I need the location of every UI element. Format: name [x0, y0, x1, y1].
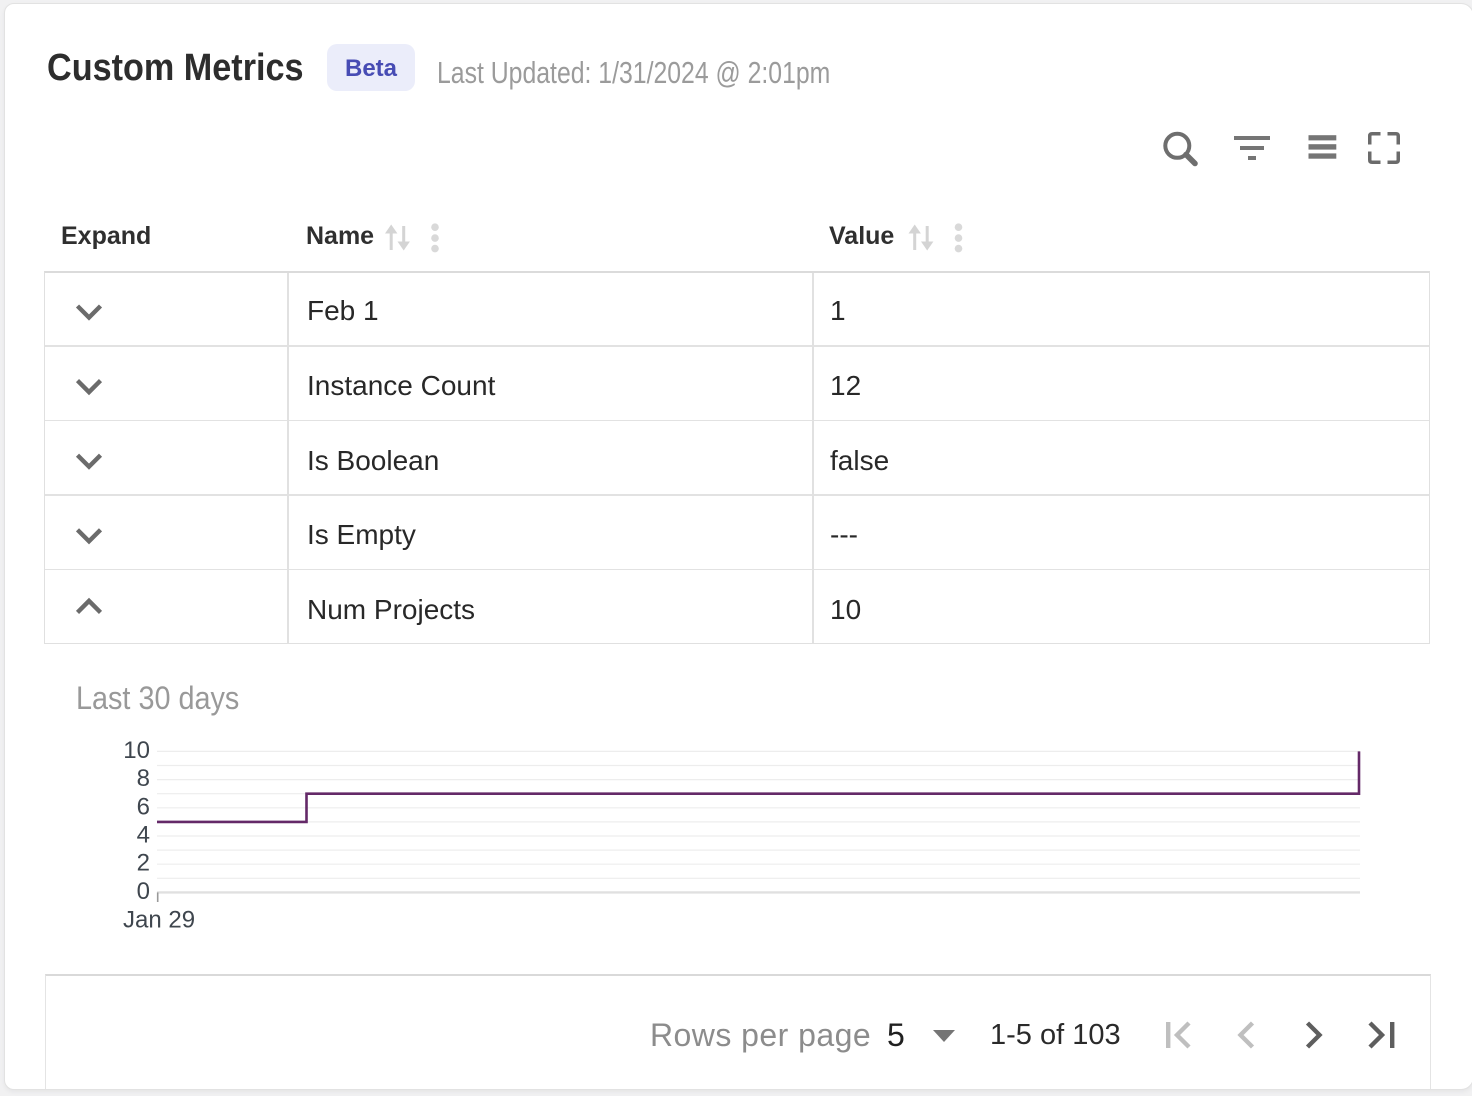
svg-text:4: 4	[137, 822, 150, 849]
svg-text:Jan 29: Jan 29	[123, 907, 195, 934]
svg-text:10: 10	[123, 737, 150, 764]
svg-text:6: 6	[137, 793, 150, 820]
svg-text:0: 0	[137, 878, 150, 905]
svg-text:8: 8	[137, 765, 150, 792]
svg-text:2: 2	[137, 850, 150, 877]
